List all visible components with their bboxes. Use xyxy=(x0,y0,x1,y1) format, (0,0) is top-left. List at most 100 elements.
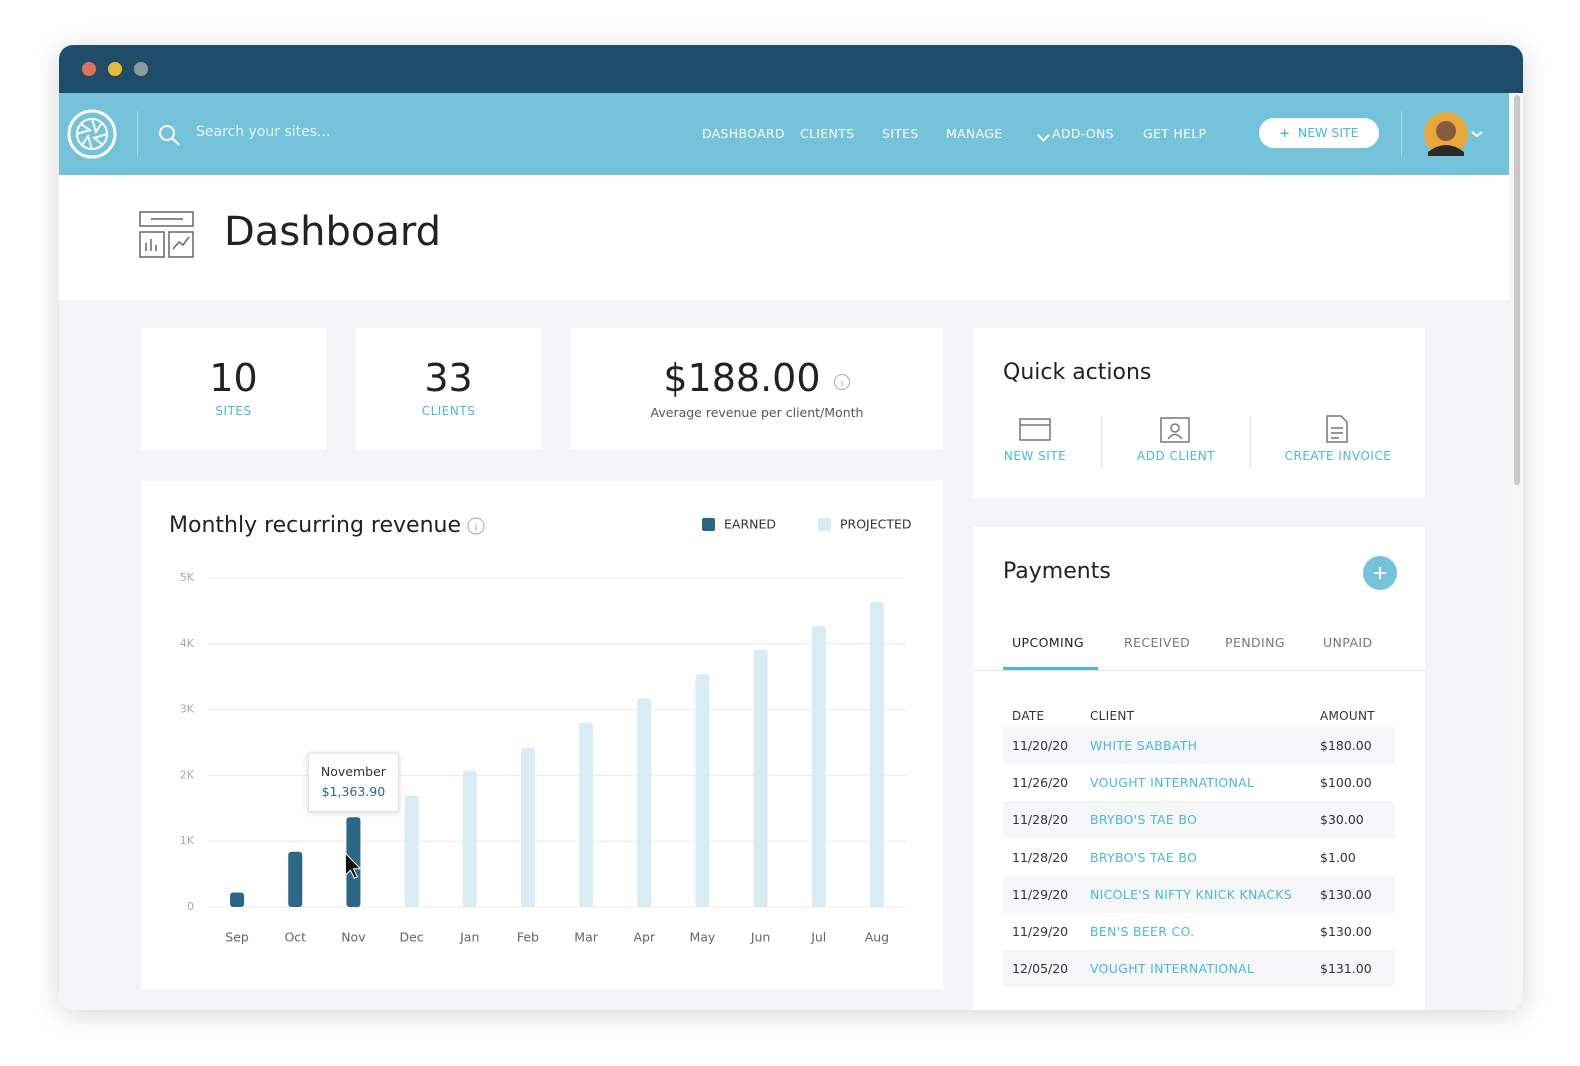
plus-icon: + xyxy=(1279,125,1290,140)
nav-link[interactable]: DASHBOARD xyxy=(702,126,785,141)
x-tick-label: May xyxy=(689,930,715,945)
cell: 11/28/20 xyxy=(1012,812,1069,828)
page-title: Dashboard xyxy=(224,209,442,255)
dashboard-icon xyxy=(139,211,194,258)
page-header: Dashboard xyxy=(59,175,1509,300)
cell: $30.00 xyxy=(1320,812,1364,828)
cell: $131.00 xyxy=(1320,961,1372,977)
row-background xyxy=(1003,801,1395,839)
quick-action[interactable]: CREATE INVOICE xyxy=(1284,449,1392,463)
info-icon[interactable] xyxy=(467,517,485,535)
cell: $130.00 xyxy=(1320,924,1372,939)
client-link[interactable]: BRYBO'S TAE BO xyxy=(1090,849,1198,865)
add-payment-button[interactable] xyxy=(1362,555,1398,591)
quick-action[interactable]: NEW SITE xyxy=(1003,449,1067,463)
close-button[interactable] xyxy=(82,62,96,76)
browser-window: Search your sites... + NEW SITE DASHBOAR… xyxy=(59,45,1523,1010)
stat-card: 33 CLIENTS xyxy=(356,328,541,450)
tooltip xyxy=(307,752,399,812)
new-site-button[interactable]: + NEW SITE xyxy=(1259,118,1379,148)
divider xyxy=(1250,416,1251,468)
cell: 11/28/20 xyxy=(1012,849,1069,865)
client-link[interactable]: BRYBO'S TAE BO xyxy=(1090,812,1198,828)
active-tab-indicator xyxy=(1003,667,1098,670)
column-header: AMOUNT xyxy=(1320,709,1375,723)
column-header: DATE xyxy=(1012,709,1045,723)
x-tick-label: Feb xyxy=(517,930,539,945)
x-tick-label: Apr xyxy=(633,930,655,945)
bar xyxy=(520,747,535,907)
bar xyxy=(579,722,594,907)
client-link[interactable]: BEN'S BEER CO. xyxy=(1090,924,1195,939)
stat-label: SITES xyxy=(215,404,252,418)
zoom-button[interactable] xyxy=(134,62,148,76)
search-input[interactable]: Search your sites... xyxy=(196,124,331,140)
divider xyxy=(137,111,138,157)
y-tick-label: 5K xyxy=(180,571,195,584)
client-link[interactable]: NICOLE'S NIFTY KNICK KNACKS xyxy=(1090,886,1293,902)
card-title: Quick actions xyxy=(1003,360,1152,385)
mouse-cursor xyxy=(344,852,362,879)
cell: 11/26/20 xyxy=(1012,775,1069,791)
payment-tab[interactable]: UNPAID xyxy=(1323,635,1373,650)
y-tick-label: 4K xyxy=(180,637,195,650)
stat-value-text: $188.00 xyxy=(663,356,821,400)
column-header: CLIENT xyxy=(1090,709,1135,723)
nav-link[interactable]: SITES xyxy=(882,126,919,141)
cell: 12/05/20 xyxy=(1012,961,1069,977)
bar xyxy=(811,626,826,907)
cell: 11/29/20 xyxy=(1012,886,1069,902)
x-tick-label: Nov xyxy=(341,930,366,945)
x-tick-label: Mar xyxy=(574,930,598,945)
cell: 11/29/20 xyxy=(1012,924,1069,939)
client-link[interactable]: VOUGHT INTERNATIONAL xyxy=(1090,775,1255,791)
x-tick-label: Jul xyxy=(810,930,826,945)
scrollbar xyxy=(1511,93,1523,1010)
payment-tab[interactable]: PENDING xyxy=(1225,635,1285,650)
nav-link[interactable]: GET HELP xyxy=(1143,126,1207,141)
x-tick-label: Oct xyxy=(284,930,306,945)
card-title: Payments xyxy=(1003,559,1111,584)
bar xyxy=(404,795,419,907)
y-tick-label: 3K xyxy=(180,703,195,716)
info-icon[interactable] xyxy=(833,373,851,391)
chart-title: Monthly recurring revenue xyxy=(169,513,461,538)
stat-card: $188.00 Average revenue per client/Month xyxy=(571,328,943,450)
payment-tab[interactable]: RECEIVED xyxy=(1124,635,1191,650)
quick-actions-card: Quick actions NEW SITE ADD CLIENT CREATE… xyxy=(973,328,1425,498)
user-avatar[interactable] xyxy=(1424,112,1486,156)
stat-label: CLIENTS xyxy=(421,404,476,418)
legend-label: EARNED xyxy=(724,517,776,532)
bar xyxy=(869,601,884,907)
nav-link[interactable]: ADD-ONS xyxy=(1052,126,1114,141)
x-tick-label: Sep xyxy=(225,930,249,945)
quick-action[interactable]: ADD CLIENT xyxy=(1137,449,1215,463)
tooltip-title: November xyxy=(321,764,387,779)
row-background xyxy=(1003,950,1395,988)
client-link[interactable]: VOUGHT INTERNATIONAL xyxy=(1090,961,1255,977)
legend-swatch xyxy=(818,518,831,531)
bar xyxy=(462,770,477,907)
payment-tab[interactable]: UPCOMING xyxy=(1012,635,1084,650)
row-background xyxy=(1003,875,1395,913)
cell: $100.00 xyxy=(1320,775,1372,791)
client-link[interactable]: WHITE SABBATH xyxy=(1090,738,1198,753)
payments-card: Payments UPCOMING RECEIVED PENDING UNPAID DA… xyxy=(973,527,1425,1010)
y-tick-label: 0 xyxy=(187,900,194,913)
nav-link[interactable]: CLIENTS xyxy=(800,126,855,141)
logo[interactable] xyxy=(66,108,118,160)
scroll-thumb[interactable] xyxy=(1514,95,1520,485)
stat-value: $188.00 xyxy=(571,356,943,400)
cell: $130.00 xyxy=(1320,886,1372,902)
x-tick-label: Dec xyxy=(399,930,423,945)
legend-label: PROJECTED xyxy=(840,517,912,532)
y-tick-label: 1K xyxy=(180,834,195,847)
search-icon[interactable] xyxy=(157,123,181,147)
divider xyxy=(1101,416,1102,468)
bar xyxy=(230,892,245,907)
minimize-button[interactable] xyxy=(108,62,122,76)
nav-link[interactable]: MANAGE xyxy=(946,126,1003,141)
cell: $180.00 xyxy=(1320,738,1372,753)
